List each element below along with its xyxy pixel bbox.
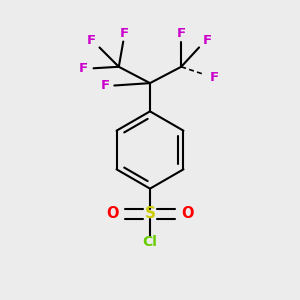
Text: O: O [106,206,119,221]
Text: F: F [79,62,88,75]
Text: Cl: Cl [142,236,158,249]
Text: F: F [177,27,186,40]
Text: F: F [120,27,129,40]
Text: F: F [203,34,212,47]
Text: F: F [209,71,218,84]
Text: O: O [181,206,194,221]
Text: F: F [87,34,96,47]
Text: F: F [101,79,110,92]
Text: S: S [145,206,155,221]
